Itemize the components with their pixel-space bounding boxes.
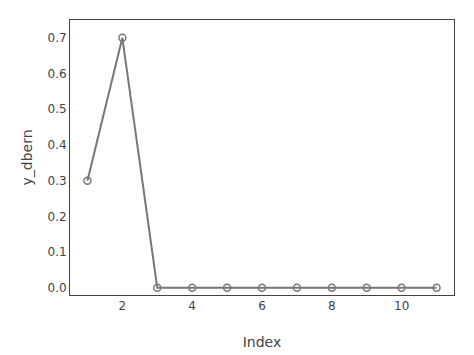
- svg-text:0.5: 0.5: [48, 102, 67, 116]
- svg-text:0.7: 0.7: [48, 31, 67, 45]
- svg-text:4: 4: [188, 299, 196, 313]
- svg-text:0.0: 0.0: [48, 281, 67, 295]
- svg-text:6: 6: [258, 299, 266, 313]
- svg-text:y_dbern: y_dbern: [19, 129, 35, 185]
- svg-text:0.6: 0.6: [48, 67, 67, 81]
- svg-text:10: 10: [394, 299, 409, 313]
- svg-text:0.4: 0.4: [48, 138, 67, 152]
- svg-text:0.1: 0.1: [48, 245, 67, 259]
- svg-text:2: 2: [119, 299, 127, 313]
- svg-text:0.3: 0.3: [48, 174, 67, 188]
- svg-text:Index: Index: [243, 334, 282, 350]
- svg-text:0.2: 0.2: [48, 210, 67, 224]
- svg-text:8: 8: [328, 299, 336, 313]
